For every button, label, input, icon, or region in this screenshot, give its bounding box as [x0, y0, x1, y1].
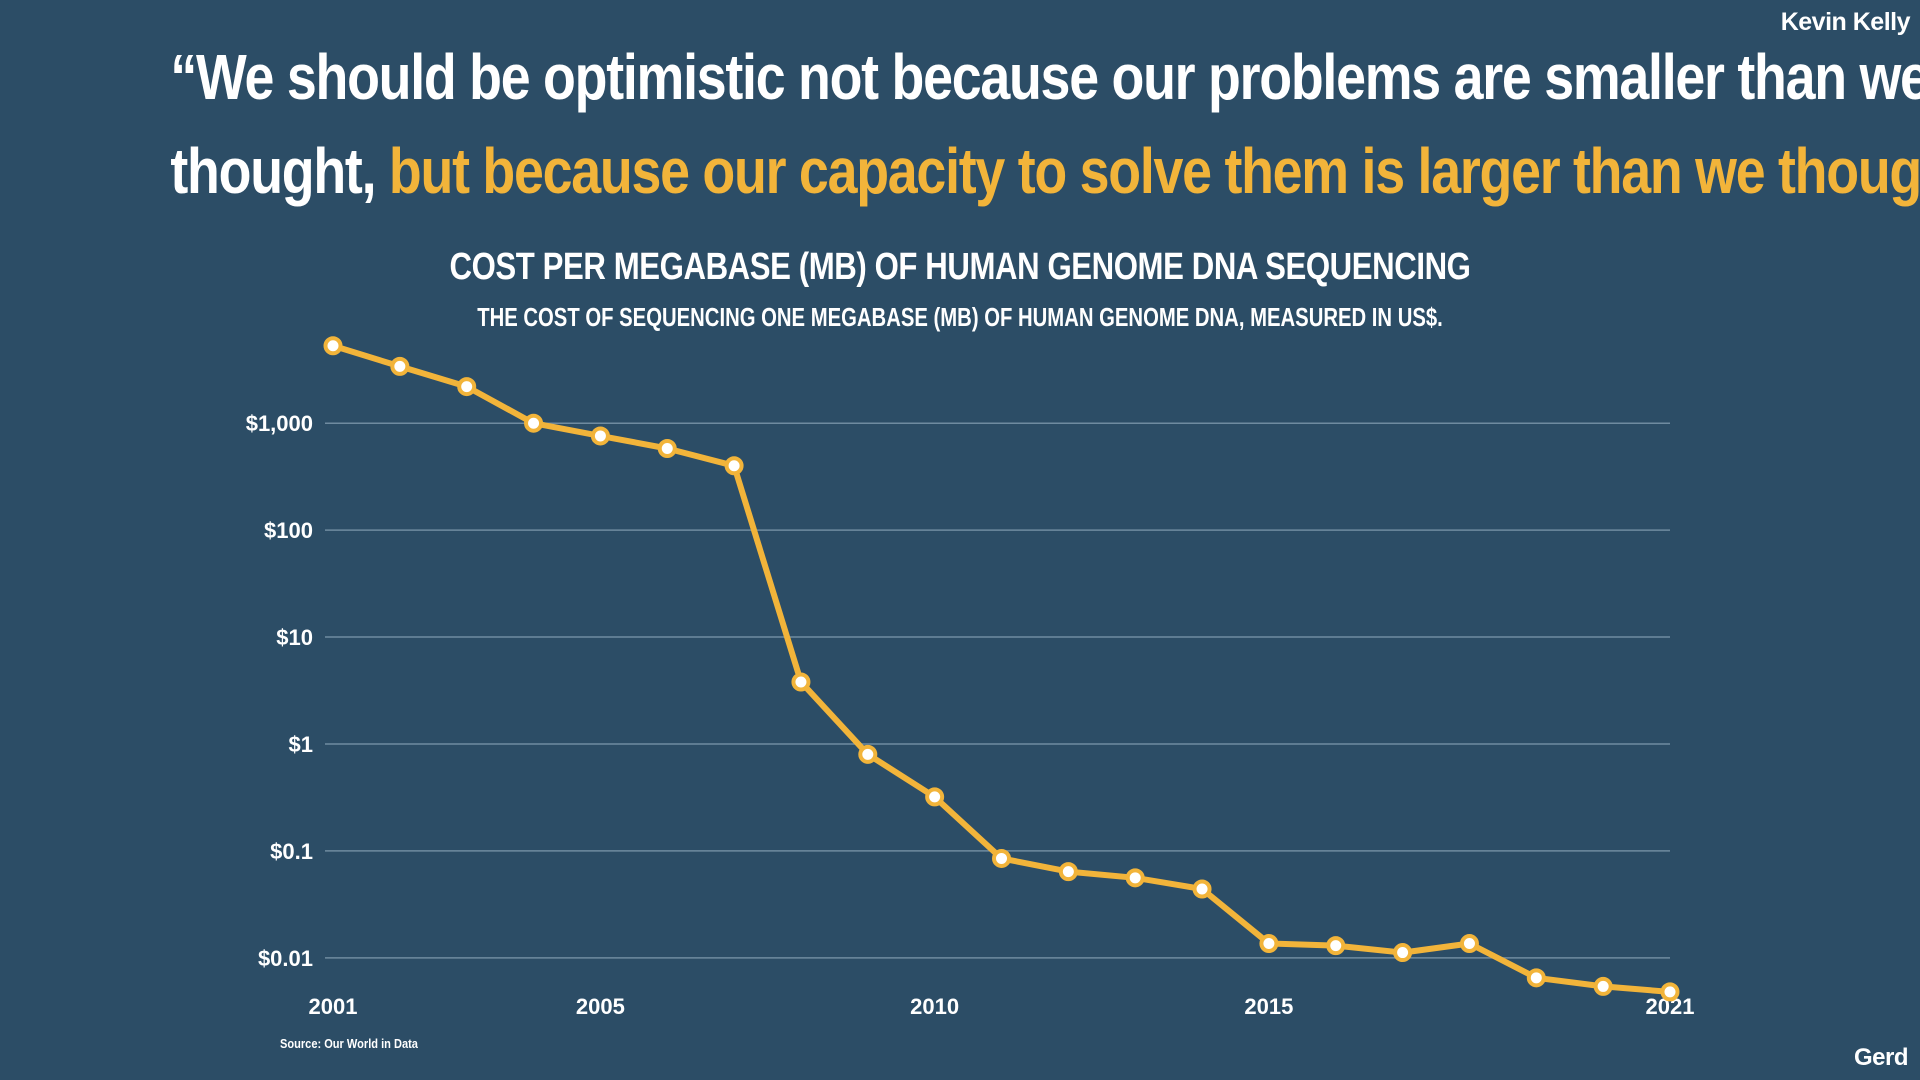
data-point — [1259, 934, 1279, 954]
x-tick-label: 2010 — [910, 994, 959, 1019]
data-point — [925, 787, 945, 807]
data-point — [1192, 879, 1212, 899]
data-point — [524, 413, 544, 433]
data-point — [1459, 934, 1479, 954]
data-point — [1326, 936, 1346, 956]
chart-subtitle: THE COST OF SEQUENCING ONE MEGABASE (MB)… — [477, 302, 1443, 332]
data-point — [390, 356, 410, 376]
data-point — [457, 377, 477, 397]
data-point — [791, 672, 811, 692]
chart-source: Source: Our World in Data — [280, 1036, 418, 1051]
x-tick-label: 2005 — [576, 994, 625, 1019]
brand-logo: Gerd — [1853, 1044, 1909, 1071]
chart-title: COST PER MEGABASE (MB) OF HUMAN GENOME D… — [449, 246, 1471, 288]
data-point — [1660, 982, 1680, 1002]
quote-text: “We should be optimistic not because our… — [170, 30, 1920, 218]
y-tick-label: $0.01 — [258, 946, 313, 971]
data-point — [323, 336, 343, 356]
data-point — [1393, 943, 1413, 963]
quote-highlight: but because our capacity to solve them i… — [388, 135, 1920, 207]
data-point — [1125, 868, 1145, 888]
quote-author: Kevin Kelly — [1780, 8, 1911, 36]
data-point — [992, 848, 1011, 868]
quote-line-2: thought, but because our capacity to sol… — [170, 124, 1920, 218]
quote-line-1: “We should be optimistic not because our… — [170, 41, 1920, 113]
y-tick-label: $0.1 — [270, 839, 313, 864]
data-point — [724, 456, 744, 476]
data-point — [858, 744, 878, 764]
data-point — [1526, 968, 1546, 988]
y-tick-label: $1 — [289, 732, 313, 757]
data-point — [590, 426, 610, 446]
x-tick-label: 2001 — [309, 994, 358, 1019]
y-tick-label: $10 — [276, 625, 313, 650]
data-point — [1058, 862, 1078, 882]
series-line — [330, 342, 1673, 995]
data-point — [1593, 976, 1613, 996]
data-point — [657, 438, 677, 458]
x-tick-label: 2015 — [1244, 994, 1293, 1019]
quote-plain-part: thought, — [170, 135, 376, 207]
y-tick-label: $1,000 — [246, 411, 313, 436]
y-tick-label: $100 — [264, 518, 313, 543]
